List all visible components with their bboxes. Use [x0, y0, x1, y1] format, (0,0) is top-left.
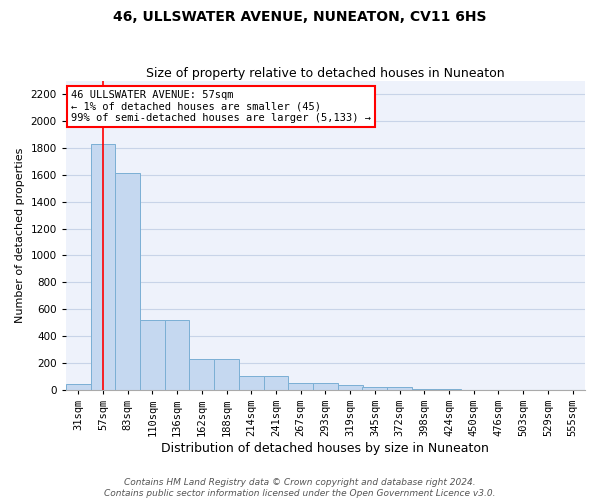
Title: Size of property relative to detached houses in Nuneaton: Size of property relative to detached ho… — [146, 66, 505, 80]
Bar — [387, 387, 412, 390]
Bar — [239, 376, 263, 390]
Bar — [263, 376, 289, 390]
Bar — [165, 320, 190, 390]
Y-axis label: Number of detached properties: Number of detached properties — [15, 148, 25, 323]
Bar — [289, 382, 313, 390]
Bar — [190, 359, 214, 390]
Bar — [66, 384, 91, 390]
Bar — [91, 144, 115, 390]
Text: 46 ULLSWATER AVENUE: 57sqm
← 1% of detached houses are smaller (45)
99% of semi-: 46 ULLSWATER AVENUE: 57sqm ← 1% of detac… — [71, 90, 371, 123]
Bar — [338, 385, 362, 390]
Bar — [214, 359, 239, 390]
Bar — [313, 382, 338, 390]
Bar — [437, 389, 461, 390]
Bar — [412, 388, 437, 390]
Bar — [362, 387, 387, 390]
X-axis label: Distribution of detached houses by size in Nuneaton: Distribution of detached houses by size … — [161, 442, 490, 455]
Bar — [115, 174, 140, 390]
Bar — [140, 320, 165, 390]
Text: 46, ULLSWATER AVENUE, NUNEATON, CV11 6HS: 46, ULLSWATER AVENUE, NUNEATON, CV11 6HS — [113, 10, 487, 24]
Text: Contains HM Land Registry data © Crown copyright and database right 2024.
Contai: Contains HM Land Registry data © Crown c… — [104, 478, 496, 498]
